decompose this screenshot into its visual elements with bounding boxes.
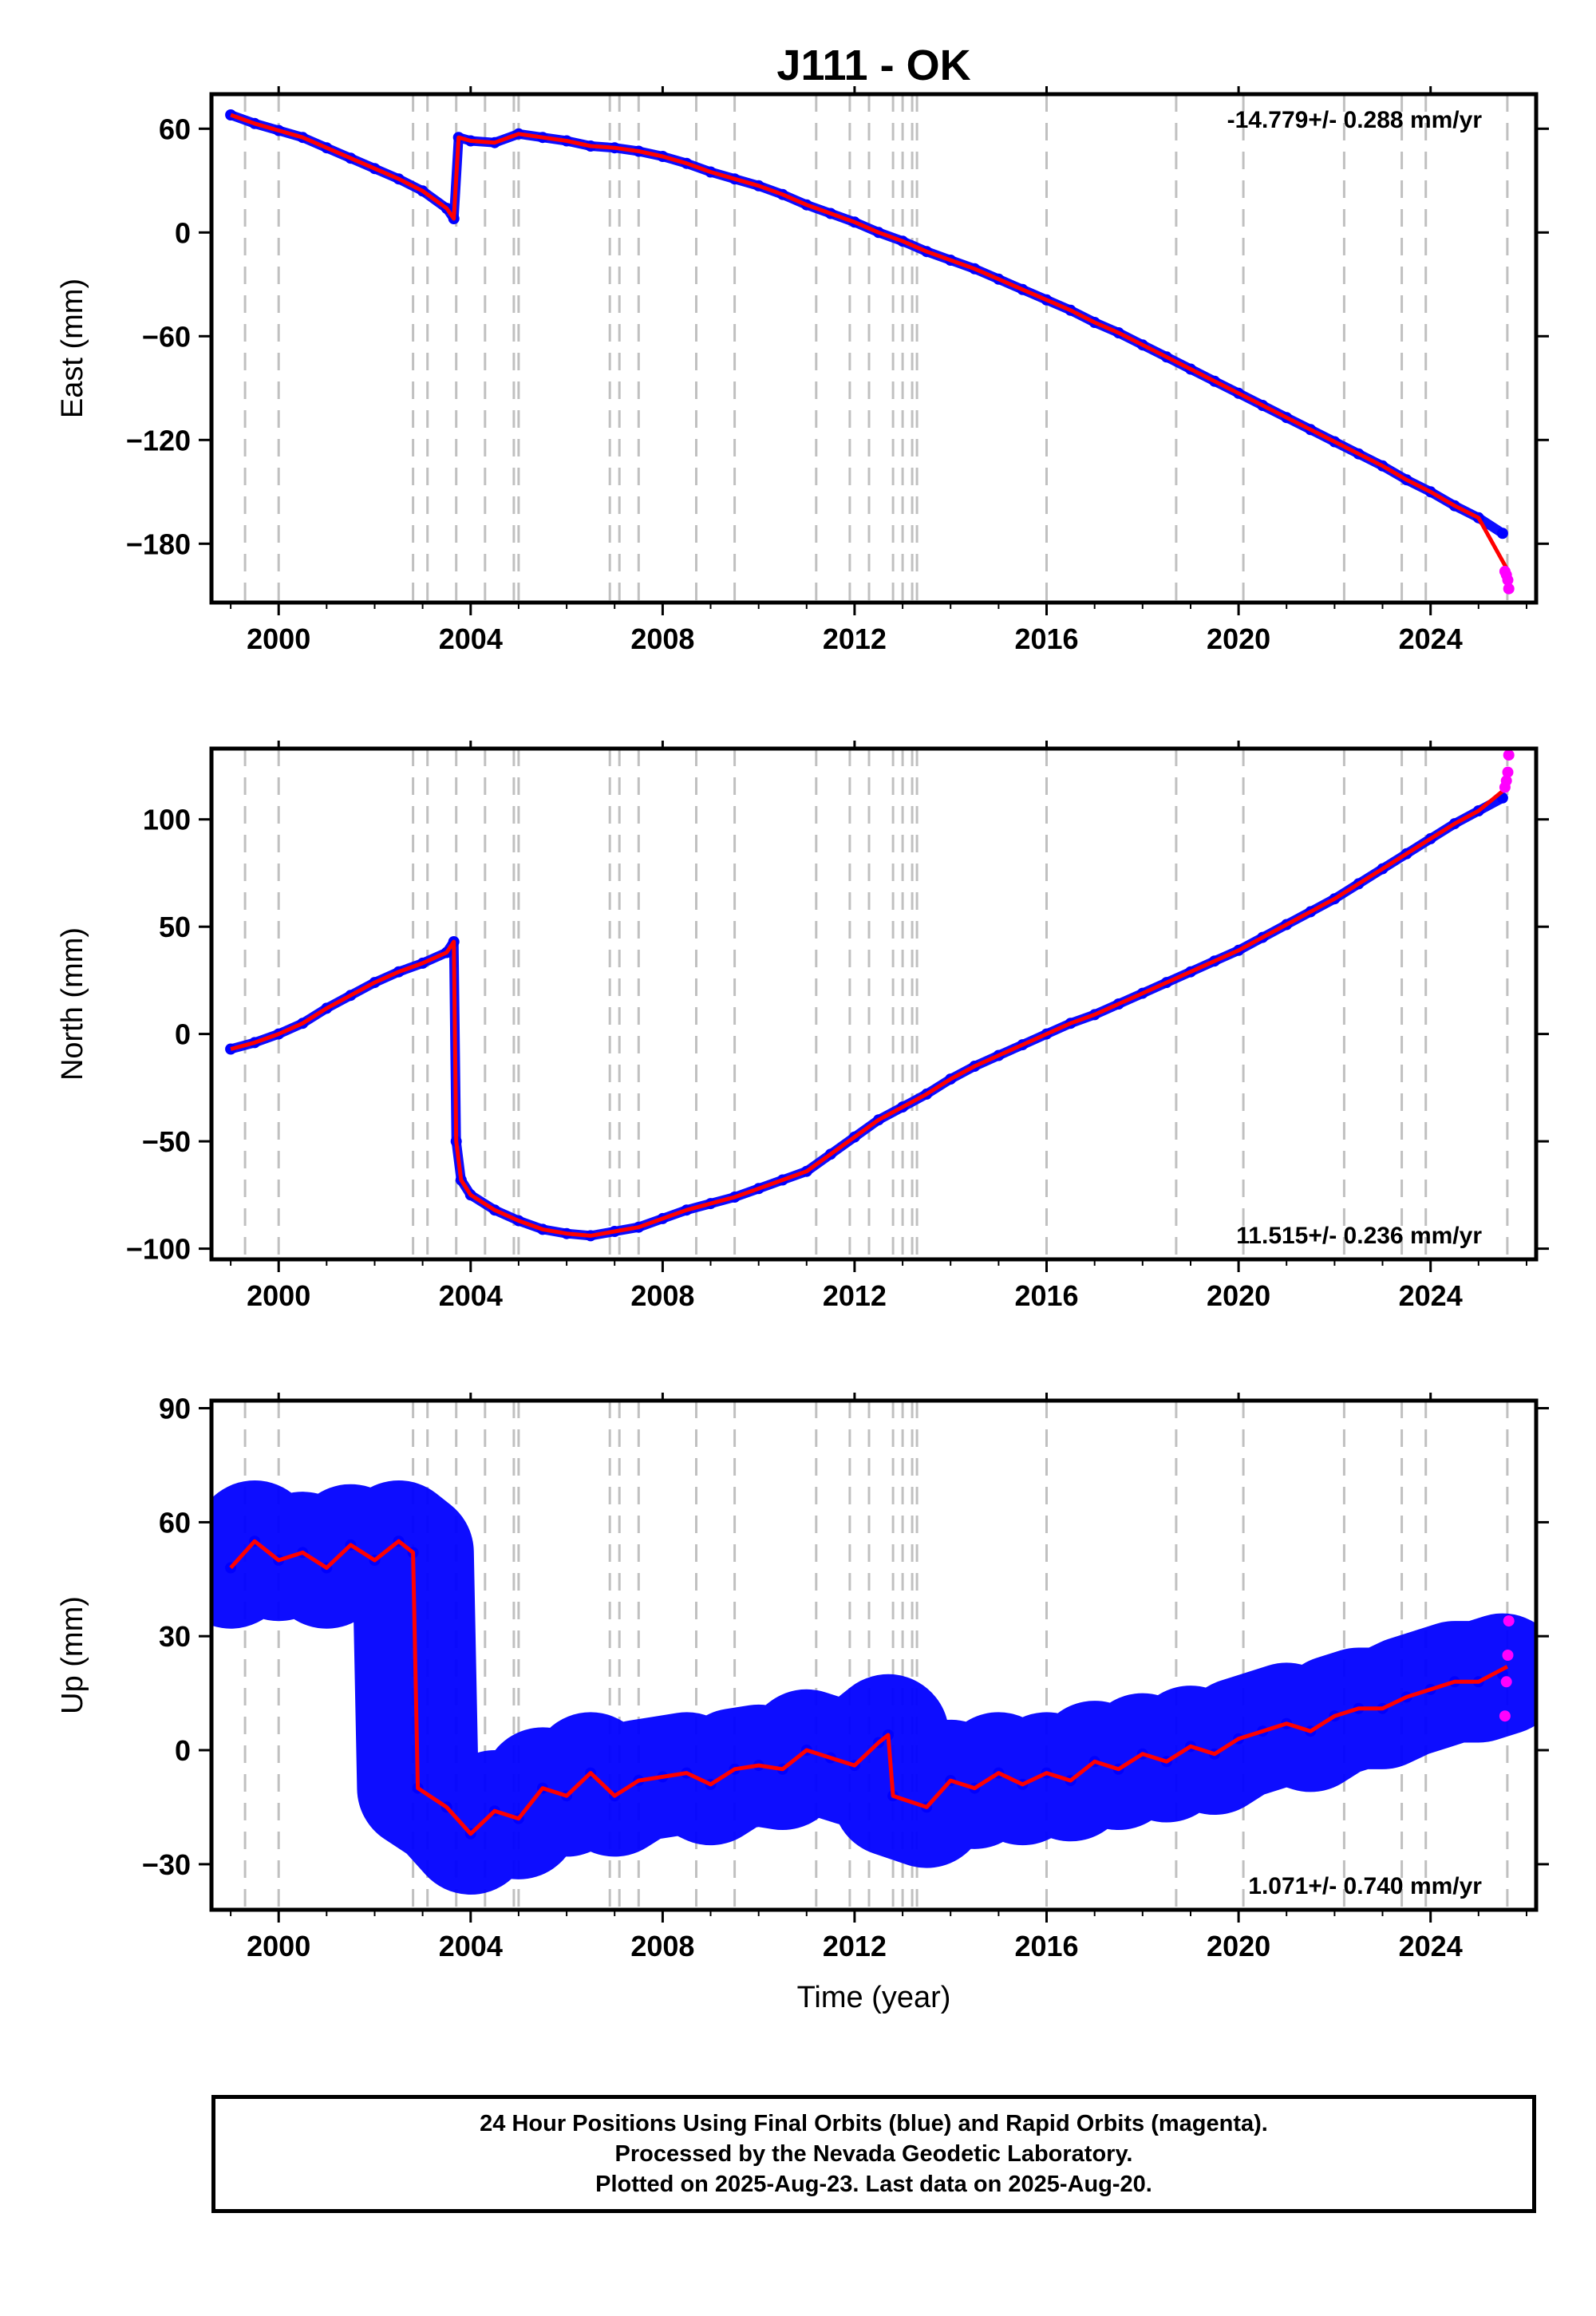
- y-tick-label: −30: [142, 1848, 191, 1881]
- x-tick-label: 2008: [630, 1930, 694, 1962]
- x-tick-label: 2000: [247, 1279, 310, 1312]
- x-tick-label: 2024: [1399, 1930, 1463, 1962]
- rapid-orbit-point: [1502, 766, 1514, 778]
- up-panel: 2000 2004 2008 2012 2016 2020 2024 −30 0 30 60 90 Up…: [56, 1393, 1549, 1962]
- x-tick-label: 2020: [1207, 622, 1270, 655]
- rapid-orbit-point: [1503, 583, 1515, 595]
- north-panel: 2000 2004 2008 2012 2016 2020 2024 −100 −50 0 50 10…: [56, 741, 1549, 1312]
- x-tick-label: 2012: [823, 1279, 887, 1312]
- final-orbit-point: [1496, 528, 1508, 539]
- x-tick-label: 2024: [1399, 622, 1463, 655]
- x-tick-label: 2008: [630, 1279, 694, 1312]
- y-axis-label: North (mm): [56, 927, 89, 1081]
- plot-frame: [209, 746, 1539, 1262]
- y-axis-label: Up (mm): [56, 1596, 89, 1714]
- plot-area: [211, 1401, 1536, 1910]
- y-tick-label: −60: [142, 320, 191, 353]
- model-fit-line: [230, 113, 1510, 571]
- final-orbits-band: [226, 110, 1507, 539]
- x-tick-label: 2020: [1207, 1930, 1270, 1962]
- rate-label: -14.779+/- 0.288 mm/yr: [1227, 107, 1483, 133]
- rapid-orbit-point: [1502, 1650, 1514, 1661]
- x-tick-label: 2016: [1014, 622, 1078, 655]
- x-tick-label: 2004: [439, 1279, 503, 1312]
- final-orbits-band: [226, 792, 1507, 1241]
- footer-line-3: Plotted on 2025-Aug-23. Last data on 202…: [595, 2172, 1152, 2197]
- figure-title: J111 - OK: [776, 41, 970, 89]
- x-tick-label: 2012: [823, 1930, 887, 1962]
- y-tick-label: 50: [159, 911, 191, 943]
- y-tick-label: 90: [159, 1393, 191, 1425]
- x-tick-label: 2016: [1014, 1930, 1078, 1962]
- rapid-orbit-point: [1500, 775, 1512, 787]
- rate-label: 1.071+/- 0.740 mm/yr: [1248, 1873, 1482, 1899]
- y-tick-label: 60: [159, 113, 191, 145]
- x-tick-label: 2004: [439, 1930, 503, 1962]
- y-tick-label: 60: [159, 1506, 191, 1539]
- rapid-orbit-point: [1503, 749, 1515, 761]
- plot-frame: [209, 1398, 1539, 1912]
- east-panel: 2000 2004 2008 2012 2016 2020 2024 −180 −120 −60 0…: [56, 86, 1549, 655]
- y-tick-label: 100: [143, 804, 191, 836]
- rapid-orbit-point: [1500, 1676, 1512, 1688]
- rate-label: 11.515+/- 0.236 mm/yr: [1236, 1223, 1482, 1249]
- plot-frame: [209, 92, 1539, 605]
- footer-box: 24 Hour Positions Using Final Orbits (bl…: [211, 2095, 1536, 2213]
- rapid-orbit-point: [1499, 1710, 1511, 1722]
- footer-line-1: 24 Hour Positions Using Final Orbits (bl…: [480, 2111, 1268, 2136]
- model-fit-line: [229, 1539, 1509, 1836]
- y-tick-label: 0: [175, 216, 191, 249]
- x-tick-label: 2024: [1399, 1279, 1463, 1312]
- y-tick-label: −50: [142, 1125, 191, 1158]
- plot-area: [225, 94, 1515, 603]
- y-axis-label: East (mm): [56, 279, 89, 418]
- footer-line-2: Processed by the Nevada Geodetic Laborat…: [614, 2141, 1133, 2167]
- y-tick-label: −100: [126, 1233, 191, 1266]
- y-tick-label: −120: [126, 424, 191, 456]
- x-axis-label: Time (year): [797, 1981, 951, 2014]
- x-tick-label: 2000: [247, 622, 310, 655]
- x-tick-label: 2016: [1014, 1279, 1078, 1312]
- x-tick-label: 2008: [630, 622, 694, 655]
- rapid-orbit-point: [1502, 574, 1514, 586]
- model-fit-line: [230, 785, 1509, 1238]
- plot-area: [225, 749, 1515, 1259]
- y-tick-label: 0: [175, 1018, 191, 1051]
- x-tick-label: 2020: [1207, 1279, 1270, 1312]
- y-tick-label: 0: [175, 1734, 191, 1767]
- x-tick-label: 2000: [247, 1930, 310, 1962]
- y-tick-label: −180: [126, 528, 191, 560]
- x-tick-label: 2004: [439, 622, 503, 655]
- y-tick-label: 30: [159, 1620, 191, 1653]
- rapid-orbit-point: [1503, 1615, 1515, 1627]
- x-tick-label: 2012: [823, 622, 887, 655]
